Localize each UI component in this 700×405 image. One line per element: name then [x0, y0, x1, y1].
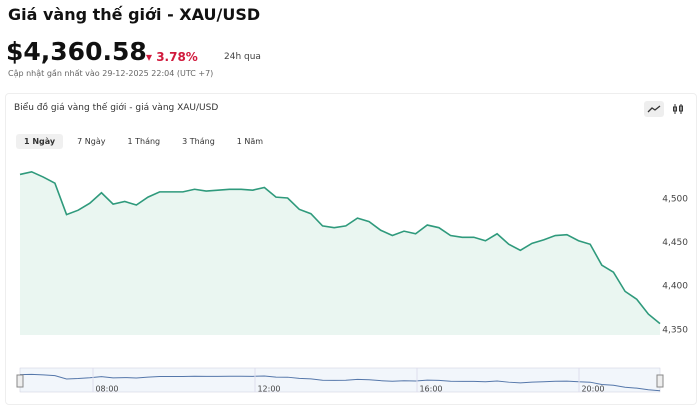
updated: Cập nhật gần nhất vào 29-12-2025 22:04 (… [8, 69, 214, 78]
change-value: 3.78% [156, 50, 198, 64]
navigator-handle-left [16, 374, 24, 388]
navigator-tick-label: 08:00 [95, 385, 118, 394]
y-tick-label: 4,400 [662, 282, 688, 292]
navigator-handle-right [656, 374, 664, 388]
period: 24h qua [224, 52, 261, 62]
range-tabs: 1 Ngày 7 Ngày 1 Tháng 3 Tháng 1 Năm [16, 134, 271, 149]
navigator-tick-label: 20:00 [581, 385, 604, 394]
card-title: Biểu đồ giá vàng thế giới - giá vàng XAU… [14, 103, 219, 113]
range-tab[interactable]: 1 Năm [236, 137, 264, 146]
change: ▾ 3.78% [146, 50, 198, 64]
navigator-line [19, 373, 661, 392]
y-tick-label: 4,450 [662, 238, 688, 248]
range-tab[interactable]: 7 Ngày [77, 137, 106, 146]
price: $4,360.58 [6, 37, 147, 66]
range-tab[interactable]: 3 Tháng [182, 137, 215, 146]
range-tab[interactable]: 1 Tháng [127, 137, 161, 146]
page-title: Giá vàng thế giới - XAU/USD [8, 5, 261, 24]
y-tick-label: 4,500 [662, 194, 688, 204]
navigator-tick-label: 16:00 [419, 385, 442, 394]
navigator-bg [19, 367, 661, 393]
range-tab[interactable]: 1 Ngày [16, 134, 64, 149]
price-line [19, 170, 661, 325]
candle-icon[interactable] [668, 101, 688, 117]
down-arrow: ▾ [146, 50, 157, 64]
area [20, 171, 660, 335]
chart-type-icons [644, 101, 688, 117]
y-tick-label: 4,350 [662, 325, 688, 335]
navigator-tick-label: 12:00 [257, 385, 280, 394]
line-icon[interactable] [644, 101, 664, 117]
